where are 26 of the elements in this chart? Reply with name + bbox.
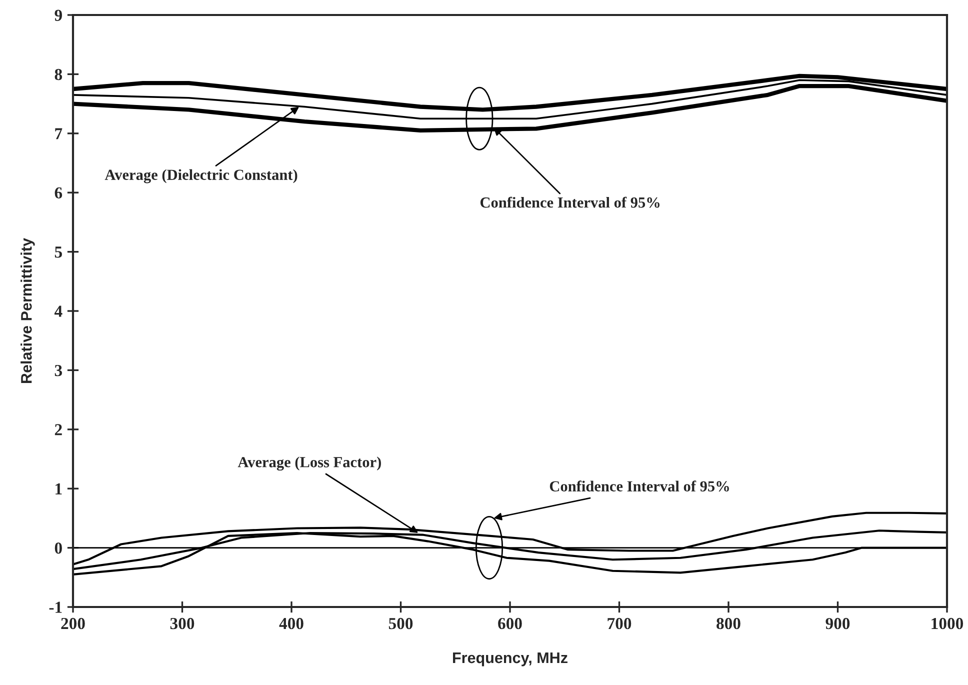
annotation: Confidence Interval of 95% <box>480 196 660 208</box>
annotation: Average (Dielectric Constant) <box>104 169 298 184</box>
y-tick-label: 1 <box>56 483 62 494</box>
x-tick-label: 900 <box>826 618 850 630</box>
y-tick-label: -1 <box>49 602 62 613</box>
x-tick-label: 200 <box>61 618 85 630</box>
y-tick-label: 7 <box>55 128 62 140</box>
y-tick-label: 8 <box>54 68 62 80</box>
y-tick-label: 9 <box>54 10 62 21</box>
annotation: Confidence Interval of 95% <box>550 480 729 492</box>
y-tick-label: 2 <box>54 424 62 436</box>
y-tick-label: 6 <box>54 187 62 199</box>
x-tick-label: 800 <box>716 618 740 630</box>
x-tick-label: 600 <box>498 618 522 630</box>
x-tick-label: 400 <box>279 618 304 630</box>
y-tick-label: 4 <box>54 306 62 317</box>
x-tick-label: 700 <box>608 618 632 630</box>
y-tick-label: 5 <box>54 246 62 258</box>
annotation: Average (Loss Factor) <box>238 456 381 471</box>
x-tick-label: 1000 <box>932 618 964 630</box>
x-tick-label: 300 <box>170 618 194 630</box>
x-axis-title: Frequency, MHz <box>453 652 568 666</box>
y-tick-label: 3 <box>54 364 62 376</box>
y-tick-label: 0 <box>54 542 62 554</box>
x-tick-label: 500 <box>388 618 413 630</box>
y-axis-title: Relative Permittivity <box>20 238 35 383</box>
